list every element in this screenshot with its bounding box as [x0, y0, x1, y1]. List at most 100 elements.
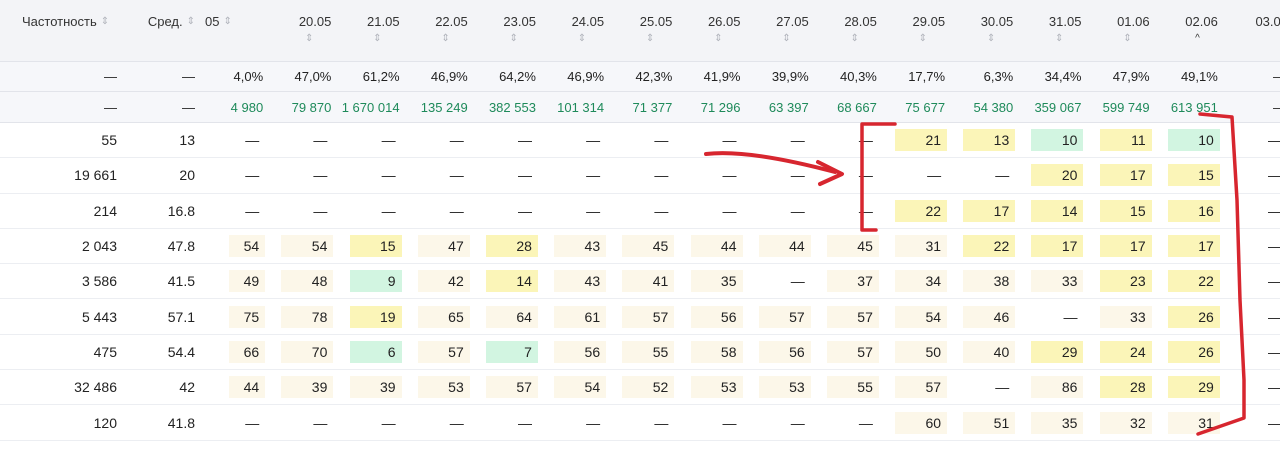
position-cell: —: [543, 193, 613, 229]
position-cell: 29: [1021, 334, 1090, 371]
header-date[interactable]: 25.05 ⇕: [612, 0, 681, 62]
position-value: 53: [758, 376, 811, 399]
position-value: —: [449, 414, 464, 431]
position-value: 64: [485, 305, 538, 328]
sort-icon[interactable]: ⇕: [186, 15, 195, 27]
table-header: Частотность ⇕ Сред. ⇕ 05 ⇕ 20.05 ⇕ 21.05 ⇕ 22.05…: [0, 0, 1280, 62]
position-value: —: [1063, 308, 1078, 325]
position-value: —: [1236, 341, 1280, 363]
sort-icon[interactable]: ⇕: [304, 33, 314, 44]
position-cell: 66: [203, 334, 272, 371]
position-cell: —: [680, 157, 749, 194]
position-value: —: [858, 414, 873, 431]
header-date[interactable]: 28.05 ⇕: [816, 0, 885, 62]
position-value: 34: [895, 270, 948, 293]
header-date-label: 25.05: [639, 14, 673, 29]
position-value: 65: [417, 305, 470, 328]
header-date[interactable]: 31.05 ⇕: [1021, 0, 1090, 62]
sort-icon[interactable]: ⇕: [986, 33, 996, 44]
position-cell: —: [1225, 263, 1280, 300]
position-value: 37: [826, 270, 879, 293]
summary-cell: 71 296: [680, 91, 749, 123]
frequency-cell: 5 443: [0, 298, 125, 335]
position-value: —: [449, 202, 464, 219]
position-cell: 54: [203, 228, 272, 265]
sort-icon[interactable]: ⇕: [782, 33, 791, 44]
position-cell: —: [1225, 157, 1280, 194]
position-cell: —: [407, 122, 476, 159]
position-cell: —: [339, 122, 408, 159]
header-date-label: 03.06: [1255, 14, 1280, 29]
position-value: 54: [229, 235, 266, 258]
header-date-label: 23.05: [503, 14, 536, 29]
position-value: 21: [895, 129, 948, 152]
position-value: 10: [1167, 129, 1220, 152]
position-cell: 86: [1021, 369, 1090, 406]
header-date-label: 28.05: [844, 14, 877, 29]
sort-icon[interactable]: ⇕: [645, 33, 655, 44]
position-cell: 14: [1021, 193, 1090, 229]
sort-icon[interactable]: ⇕: [714, 33, 723, 44]
header-date[interactable]: 26.05 ⇕: [680, 0, 749, 62]
header-date[interactable]: 21.05 ⇕: [339, 0, 408, 62]
position-cell: —: [1225, 298, 1280, 335]
position-value: 26: [1167, 340, 1220, 363]
position-cell: 57: [748, 298, 817, 335]
position-value: 29: [1031, 340, 1084, 363]
sort-icon[interactable]: ⇕: [850, 33, 859, 44]
summary-cell: 42,3%: [612, 61, 681, 92]
sort-asc-icon[interactable]: ^: [1195, 33, 1200, 44]
sort-icon[interactable]: ⇕: [441, 33, 450, 44]
sort-icon[interactable]: ⇕: [918, 33, 928, 44]
header-date[interactable]: 30.05 ⇕: [953, 0, 1022, 62]
header-date[interactable]: 27.05 ⇕: [748, 0, 817, 62]
header-frequency[interactable]: Частотность ⇕: [0, 0, 125, 62]
position-cell: —: [203, 122, 272, 159]
sort-icon[interactable]: ⇕: [100, 15, 110, 27]
position-cell: 57: [612, 298, 681, 335]
summary-cell: 6,3%: [953, 61, 1022, 92]
summary-cell: 47,0%: [271, 61, 340, 92]
header-date[interactable]: 22.05 ⇕: [407, 0, 476, 62]
header-date[interactable]: 29.05 ⇕: [884, 0, 954, 62]
position-cell: 55: [816, 369, 885, 406]
sort-icon[interactable]: ⇕: [1055, 33, 1064, 44]
header-date-label: 24.05: [571, 14, 605, 29]
sort-icon[interactable]: ⇕: [509, 33, 518, 44]
header-date[interactable]: 01.06 ⇕: [1089, 0, 1158, 62]
position-value: —: [381, 414, 396, 431]
header-date[interactable]: 20.05 ⇕: [271, 0, 340, 62]
position-cell: —: [1225, 404, 1280, 441]
position-cell: 26: [1157, 298, 1226, 335]
position-value: —: [858, 132, 873, 149]
position-value: 45: [622, 235, 675, 258]
sort-icon[interactable]: ⇕: [1123, 33, 1132, 44]
header-date[interactable]: 24.05 ⇕: [543, 0, 613, 62]
header-date[interactable]: 02.06 ^: [1157, 0, 1226, 62]
position-cell: 22: [884, 193, 954, 229]
position-value: 57: [826, 305, 879, 328]
position-value: —: [722, 167, 737, 184]
position-cell: —: [271, 404, 340, 441]
header-date[interactable]: 05 ⇕: [203, 0, 272, 62]
position-cell: —: [543, 122, 613, 159]
sort-icon[interactable]: ⇕: [223, 15, 232, 27]
header-average[interactable]: Сред. ⇕: [125, 0, 203, 62]
position-cell: 44: [748, 228, 817, 265]
sort-icon[interactable]: ⇕: [577, 33, 587, 44]
header-date[interactable]: 03.06: [1225, 0, 1280, 62]
position-value: 57: [622, 305, 675, 328]
sort-icon[interactable]: ⇕: [373, 33, 382, 44]
header-date[interactable]: 23.05 ⇕: [475, 0, 544, 62]
position-value: 55: [622, 340, 675, 363]
position-value: —: [245, 132, 260, 149]
